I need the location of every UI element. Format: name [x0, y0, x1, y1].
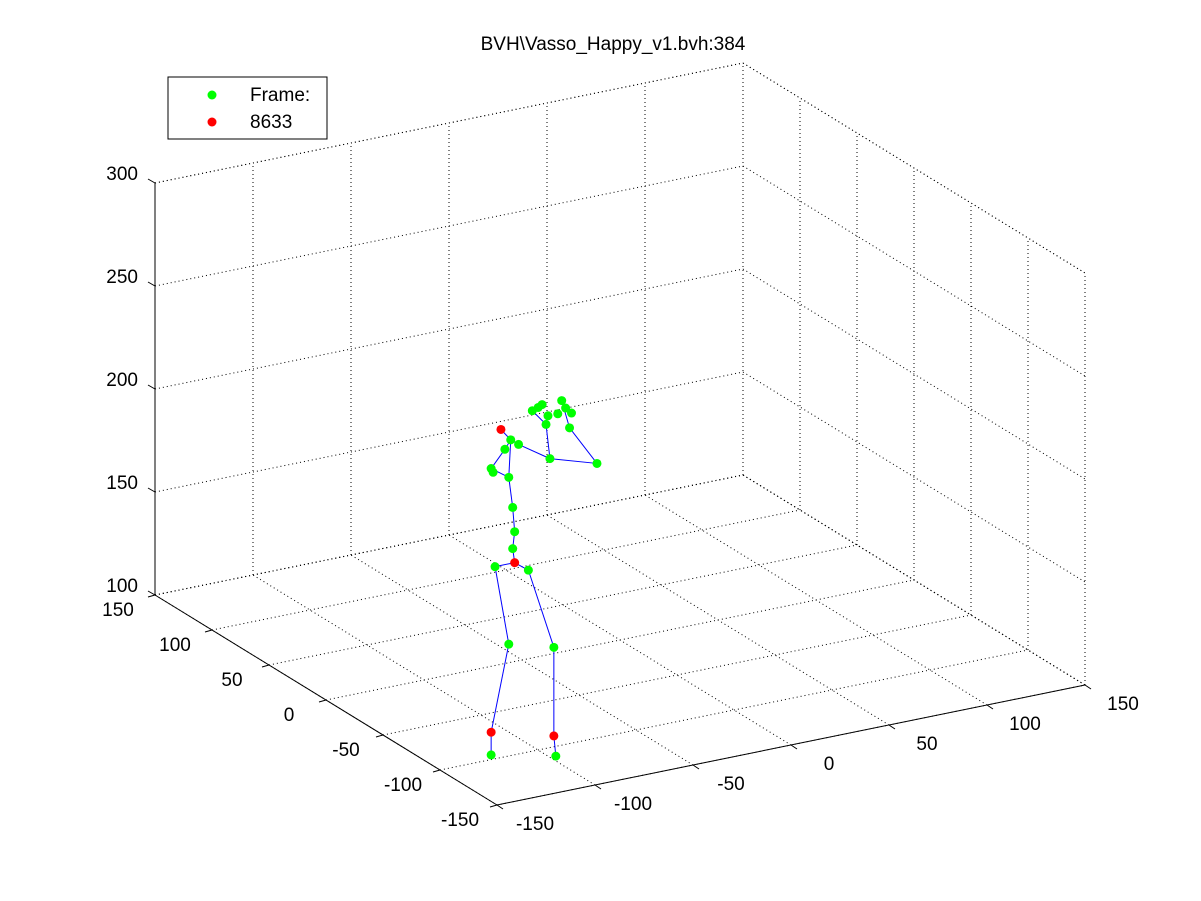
- joint-point: [553, 409, 563, 419]
- z-tick: [147, 487, 156, 493]
- joint-point: [504, 639, 514, 649]
- z-tick: [147, 590, 156, 596]
- joint-point: [561, 403, 571, 413]
- x-tick-label: 0: [824, 754, 835, 775]
- chart-title: BVH\Vasso_Happy_v1.bvh:384: [481, 34, 746, 55]
- x-tick: [790, 744, 798, 750]
- joint-point: [565, 423, 575, 433]
- legend-marker: [207, 117, 217, 127]
- joint-point: [557, 396, 567, 406]
- bone: [518, 443, 551, 460]
- z-tick: [147, 178, 156, 184]
- y-tick-label: 100: [159, 635, 191, 656]
- joint-point: [508, 544, 518, 554]
- joint-point: [541, 419, 551, 429]
- grid-line: [268, 544, 858, 666]
- y-tick: [261, 664, 270, 668]
- grid-line: [154, 165, 744, 287]
- joint-point: [500, 444, 510, 454]
- x-tick-label: 50: [916, 734, 937, 755]
- bone: [490, 644, 510, 733]
- bone: [508, 477, 514, 508]
- legend-label: 8633: [250, 112, 292, 133]
- joint-point: [549, 731, 559, 741]
- joint-point: [523, 565, 533, 575]
- joint-point: [486, 464, 496, 474]
- grid-line: [154, 268, 744, 390]
- bone: [545, 424, 551, 459]
- bone: [569, 427, 598, 464]
- x-tick: [594, 784, 602, 790]
- joint-point: [486, 727, 496, 737]
- x-tick: [1084, 684, 1092, 690]
- x-tick: [496, 804, 504, 810]
- x-tick-label: 100: [1009, 714, 1041, 735]
- y-tick-label: 50: [221, 670, 242, 691]
- y-tick: [375, 734, 384, 738]
- grid-line: [742, 165, 1086, 377]
- x-tick-label: -150: [516, 814, 554, 835]
- legend-box: [167, 76, 328, 140]
- grid-line: [154, 474, 744, 596]
- joint-point: [567, 408, 576, 418]
- y-tick-label: -50: [332, 740, 359, 761]
- legend: Frame: 8633: [167, 76, 328, 140]
- y-tick: [318, 699, 327, 703]
- z-tick-label: 250: [106, 267, 138, 288]
- grid-line: [742, 62, 1086, 274]
- joint-point: [504, 472, 514, 482]
- joint-point: [508, 502, 518, 512]
- y-tick-label: -100: [384, 775, 422, 796]
- joint-point: [510, 527, 520, 537]
- z-tick-label: 150: [106, 473, 138, 494]
- x-tick: [888, 724, 896, 730]
- joint-point: [533, 402, 543, 412]
- grid-line: [154, 371, 744, 493]
- joint-point: [592, 458, 602, 468]
- y-tick-label: 0: [284, 705, 295, 726]
- legend-marker: [207, 90, 217, 100]
- joint-point: [496, 424, 506, 434]
- joint-point: [490, 562, 500, 572]
- grid-line: [154, 62, 744, 184]
- grid-line: [439, 649, 1029, 771]
- bone: [508, 439, 512, 478]
- bone: [494, 566, 510, 645]
- x-tick-label: -100: [614, 794, 652, 815]
- joint-point: [510, 558, 520, 568]
- y-tick: [432, 769, 441, 773]
- x-tick-label: -50: [717, 774, 744, 795]
- grid-line: [742, 268, 1086, 480]
- grid-line: [742, 371, 1086, 583]
- z-tick-label: 100: [106, 576, 138, 597]
- y-tick: [204, 629, 213, 633]
- z-tick-label: 200: [106, 370, 138, 391]
- grid-line: [742, 474, 1086, 686]
- joint-point: [514, 439, 524, 449]
- z-tick: [147, 384, 156, 390]
- joint-point: [543, 411, 553, 421]
- x-tick-label: 150: [1107, 694, 1139, 715]
- joint-point: [486, 750, 496, 760]
- y-tick: [489, 804, 498, 808]
- grid-line: [382, 614, 972, 736]
- x-tick: [986, 704, 994, 710]
- joint-point: [549, 642, 559, 652]
- joint-point: [551, 751, 561, 761]
- joint-point: [506, 435, 516, 445]
- bone: [527, 569, 555, 648]
- y-tick-label: 150: [102, 600, 134, 621]
- bone: [549, 458, 598, 464]
- y-tick: [147, 594, 156, 598]
- z-tick-label: 300: [106, 164, 138, 185]
- joint-point: [545, 454, 555, 464]
- grid-line: [211, 509, 801, 631]
- legend-label: Frame:: [250, 85, 310, 106]
- grid-line: [325, 579, 915, 701]
- x-tick: [692, 764, 700, 770]
- y-tick-label: -150: [441, 810, 479, 831]
- z-tick: [147, 281, 156, 287]
